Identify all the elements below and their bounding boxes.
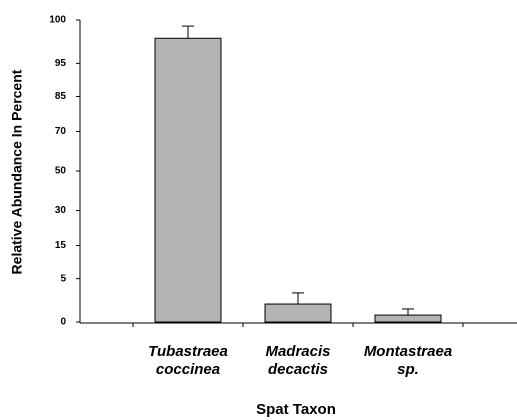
x-tick-label: Madracis decactis: [265, 343, 331, 378]
bar: [154, 37, 222, 323]
y-tick-label: 50: [55, 166, 67, 177]
y-tick-label: 5: [60, 273, 66, 284]
bar: [374, 314, 442, 323]
y-tick-label: 30: [55, 205, 67, 216]
x-axis-label: Spat Taxon: [256, 401, 336, 418]
y-tick-label: 70: [55, 126, 67, 137]
x-tick-label: Montastraea sp.: [363, 343, 453, 378]
y-tick-label: 100: [49, 15, 66, 26]
y-tick-label: 0: [60, 317, 66, 328]
bar: [264, 303, 332, 323]
y-axis-label: Relative Abundance In Percent: [9, 69, 25, 274]
y-tick-label: 85: [55, 91, 67, 102]
y-tick-label: 15: [55, 240, 67, 251]
y-tick-label: 95: [55, 58, 67, 69]
x-tick-label: Tubastraea coccinea: [148, 343, 228, 378]
